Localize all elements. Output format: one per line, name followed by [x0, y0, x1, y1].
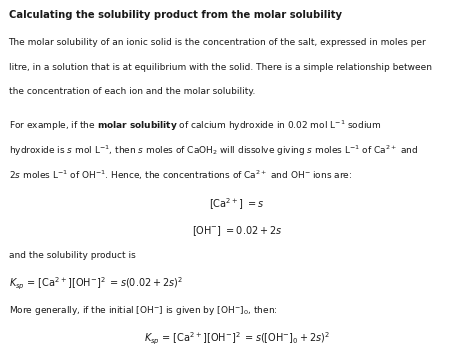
Text: For example, if the $\mathbf{molar\ solubility}$ of calcium hydroxide in 0.02 mo: For example, if the $\mathbf{molar\ solu…	[9, 119, 381, 134]
Text: $K_{sp}$ = [Ca$^{2+}$][OH$^{-}$]$^{2}$ $= s(0.02 + 2s)^{2}$: $K_{sp}$ = [Ca$^{2+}$][OH$^{-}$]$^{2}$ $…	[9, 275, 183, 292]
Text: the concentration of each ion and the molar solubility.: the concentration of each ion and the mo…	[9, 87, 255, 96]
Text: [Ca$^{2+}$] $= s$: [Ca$^{2+}$] $= s$	[209, 197, 265, 212]
Text: [OH$^{-}$] $= 0.02 + 2s$: [OH$^{-}$] $= 0.02 + 2s$	[191, 224, 283, 237]
Text: $2s$ moles L$^{-1}$ of OH$^{-1}$. Hence, the concentrations of Ca$^{2+}$ and OH$: $2s$ moles L$^{-1}$ of OH$^{-1}$. Hence,…	[9, 168, 352, 182]
Text: Calculating the solubility product from the molar solubility: Calculating the solubility product from …	[9, 10, 342, 20]
Text: and the solubility product is: and the solubility product is	[9, 251, 135, 260]
Text: More generally, if the initial [OH$^{-}$] is given by [OH$^{-}$]$_0$, then:: More generally, if the initial [OH$^{-}$…	[9, 304, 277, 317]
Text: litre, in a solution that is at equilibrium with the solid. There is a simple re: litre, in a solution that is at equilibr…	[9, 63, 431, 72]
Text: The molar solubility of an ionic solid is the concentration of the salt, express: The molar solubility of an ionic solid i…	[9, 38, 426, 47]
Text: $K_{sp}$ = [Ca$^{2+}$][OH$^{-}$]$^{2}$ $= s($[OH$^{-}$]$_0 + 2s)^{2}$: $K_{sp}$ = [Ca$^{2+}$][OH$^{-}$]$^{2}$ $…	[144, 331, 330, 347]
Text: hydroxide is $s$ mol L$^{-1}$, then $s$ moles of CaOH$_2$ will dissolve giving $: hydroxide is $s$ mol L$^{-1}$, then $s$ …	[9, 144, 418, 158]
